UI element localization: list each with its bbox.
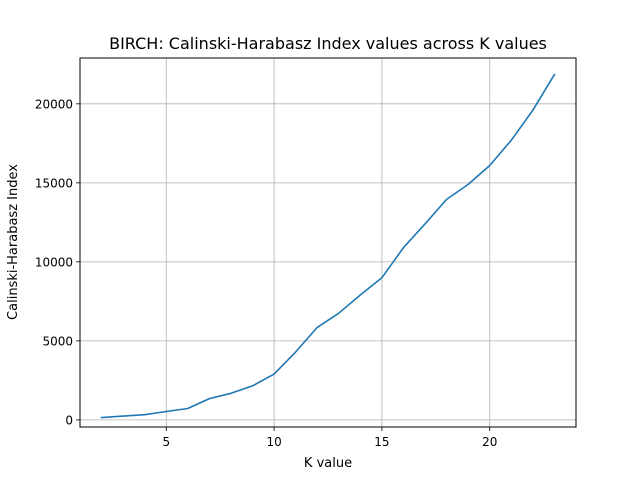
x-tick-label: 15: [374, 435, 389, 449]
data-layer: [100, 73, 556, 419]
y-tick-label: 0: [65, 413, 73, 427]
y-tick-label: 15000: [35, 176, 73, 190]
y-tick-label: 5000: [42, 334, 73, 348]
y-tick-label: 10000: [35, 255, 73, 269]
y-tick-label: 20000: [35, 97, 73, 111]
x-tick-label: 10: [266, 435, 281, 449]
grid: [80, 58, 576, 427]
x-tick-label: 20: [482, 435, 497, 449]
x-tick-label: 5: [162, 435, 170, 449]
chart-title: BIRCH: Calinski-Harabasz Index values ac…: [109, 34, 547, 53]
x-axis-label: K value: [304, 456, 352, 471]
y-axis-label: Calinski-Harabasz Index: [6, 164, 21, 320]
y-axis-ticks: 0 5000 10000 15000 20000: [35, 97, 80, 427]
plot-frame: [79, 57, 577, 428]
x-axis-ticks: 5 10 15 20: [162, 427, 497, 449]
series-line: [100, 73, 556, 419]
